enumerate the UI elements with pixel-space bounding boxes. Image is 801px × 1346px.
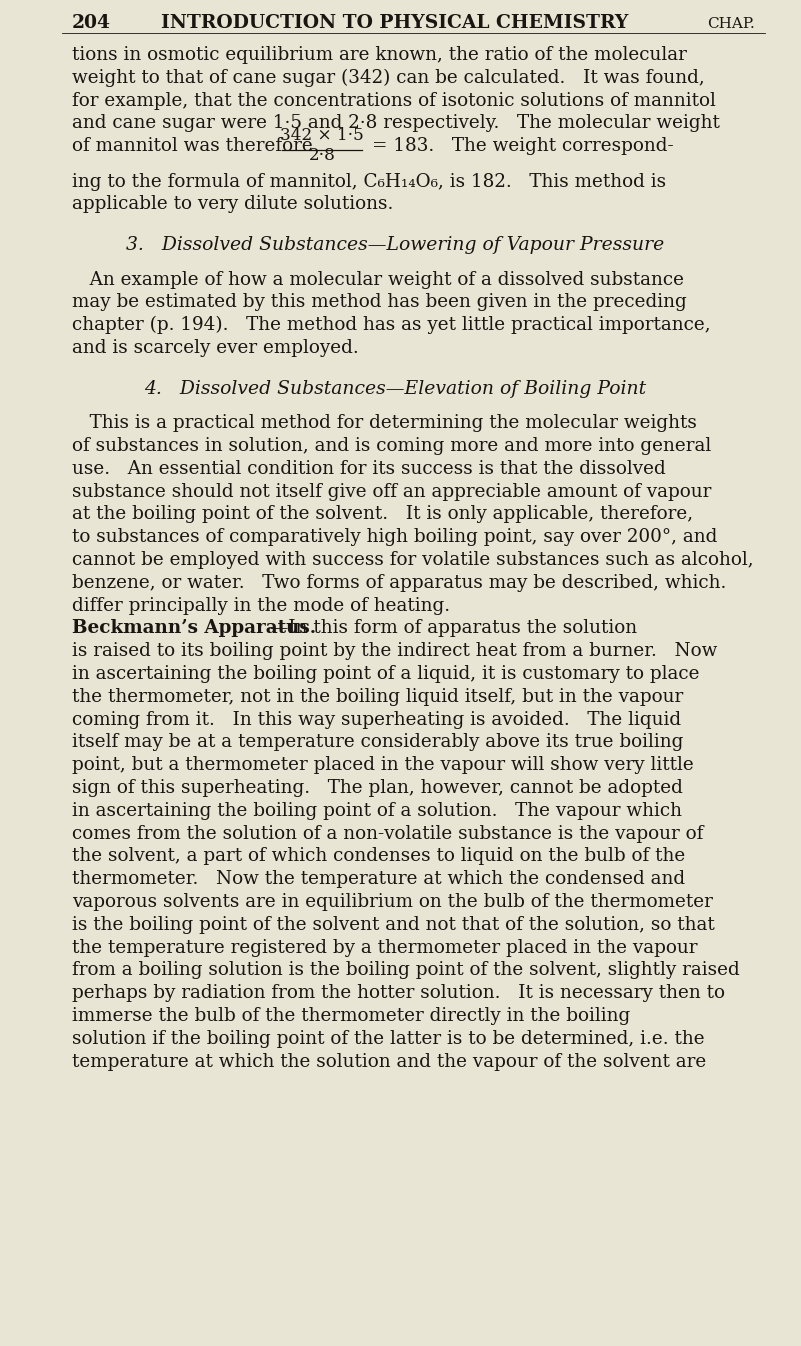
- Text: immerse the bulb of the thermometer directly in the boiling: immerse the bulb of the thermometer dire…: [72, 1007, 630, 1026]
- Text: 3.   Dissolved Substances—Lowering of Vapour Pressure: 3. Dissolved Substances—Lowering of Vapo…: [126, 237, 664, 254]
- Text: substance should not itself give off an appreciable amount of vapour: substance should not itself give off an …: [72, 483, 711, 501]
- Text: use.   An essential condition for its success is that the dissolved: use. An essential condition for its succ…: [72, 460, 666, 478]
- Text: chapter (p. 194).   The method has as yet little practical importance,: chapter (p. 194). The method has as yet …: [72, 316, 710, 334]
- Text: in ascertaining the boiling point of a liquid, it is customary to place: in ascertaining the boiling point of a l…: [72, 665, 699, 682]
- Text: comes from the solution of a non-volatile substance is the vapour of: comes from the solution of a non-volatil…: [72, 825, 703, 843]
- Text: and is scarcely ever employed.: and is scarcely ever employed.: [72, 339, 359, 357]
- Text: INTRODUCTION TO PHYSICAL CHEMISTRY: INTRODUCTION TO PHYSICAL CHEMISTRY: [161, 13, 629, 32]
- Text: and cane sugar were 1·5 and 2·8 respectively.   The molecular weight: and cane sugar were 1·5 and 2·8 respecti…: [72, 114, 720, 132]
- Text: temperature at which the solution and the vapour of the solvent are: temperature at which the solution and th…: [72, 1053, 706, 1070]
- Text: tions in osmotic equilibrium are known, the ratio of the molecular: tions in osmotic equilibrium are known, …: [72, 46, 687, 65]
- Text: for example, that the concentrations of isotonic solutions of mannitol: for example, that the concentrations of …: [72, 92, 716, 109]
- Text: vaporous solvents are in equilibrium on the bulb of the thermometer: vaporous solvents are in equilibrium on …: [72, 892, 713, 911]
- Text: CHAP.: CHAP.: [707, 17, 755, 31]
- Text: = 183.   The weight correspond-: = 183. The weight correspond-: [372, 137, 674, 155]
- Text: solution if the boiling point of the latter is to be determined, i.e. the: solution if the boiling point of the lat…: [72, 1030, 705, 1047]
- Text: cannot be employed with success for volatile substances such as alcohol,: cannot be employed with success for vola…: [72, 551, 754, 569]
- Text: is the boiling point of the solvent and not that of the solution, so that: is the boiling point of the solvent and …: [72, 915, 714, 934]
- Text: in ascertaining the boiling point of a solution.   The vapour which: in ascertaining the boiling point of a s…: [72, 802, 682, 820]
- Text: to substances of comparatively high boiling point, say over 200°, and: to substances of comparatively high boil…: [72, 528, 718, 546]
- Text: at the boiling point of the solvent.   It is only applicable, therefore,: at the boiling point of the solvent. It …: [72, 505, 693, 524]
- Text: from a boiling solution is the boiling point of the solvent, slightly raised: from a boiling solution is the boiling p…: [72, 961, 740, 980]
- Text: This is a practical method for determining the molecular weights: This is a practical method for determini…: [72, 415, 697, 432]
- Text: is raised to its boiling point by the indirect heat from a burner.   Now: is raised to its boiling point by the in…: [72, 642, 718, 661]
- Text: weight to that of cane sugar (342) can be calculated.   It was found,: weight to that of cane sugar (342) can b…: [72, 69, 705, 86]
- Text: the thermometer, not in the boiling liquid itself, but in the vapour: the thermometer, not in the boiling liqu…: [72, 688, 683, 705]
- Text: the temperature registered by a thermometer placed in the vapour: the temperature registered by a thermome…: [72, 938, 698, 957]
- Text: applicable to very dilute solutions.: applicable to very dilute solutions.: [72, 195, 393, 213]
- Text: sign of this superheating.   The plan, however, cannot be adopted: sign of this superheating. The plan, how…: [72, 779, 683, 797]
- Text: benzene, or water.   Two forms of apparatus may be described, which.: benzene, or water. Two forms of apparatu…: [72, 573, 727, 592]
- Text: point, but a thermometer placed in the vapour will show very little: point, but a thermometer placed in the v…: [72, 756, 694, 774]
- Text: 2·8: 2·8: [308, 147, 336, 164]
- Text: —In this form of apparatus the solution: —In this form of apparatus the solution: [269, 619, 637, 638]
- Text: differ principally in the mode of heating.: differ principally in the mode of heatin…: [72, 596, 450, 615]
- Text: Beckmann’s Apparatus.: Beckmann’s Apparatus.: [72, 619, 316, 638]
- Text: 4.   Dissolved Substances—Elevation of Boiling Point: 4. Dissolved Substances—Elevation of Boi…: [144, 380, 646, 398]
- Text: An example of how a molecular weight of a dissolved substance: An example of how a molecular weight of …: [72, 271, 684, 288]
- Text: of substances in solution, and is coming more and more into general: of substances in solution, and is coming…: [72, 437, 711, 455]
- Text: perhaps by radiation from the hotter solution.   It is necessary then to: perhaps by radiation from the hotter sol…: [72, 984, 725, 1003]
- Text: 204: 204: [72, 13, 111, 32]
- Text: coming from it.   In this way superheating is avoided.   The liquid: coming from it. In this way superheating…: [72, 711, 681, 728]
- Text: the solvent, a part of which condenses to liquid on the bulb of the: the solvent, a part of which condenses t…: [72, 848, 685, 865]
- Text: 342 × 1·5: 342 × 1·5: [280, 128, 364, 144]
- Text: thermometer.   Now the temperature at which the condensed and: thermometer. Now the temperature at whic…: [72, 871, 685, 888]
- Text: of mannitol was therefore: of mannitol was therefore: [72, 137, 312, 155]
- Text: may be estimated by this method has been given in the preceding: may be estimated by this method has been…: [72, 293, 686, 311]
- Text: itself may be at a temperature considerably above its true boiling: itself may be at a temperature considera…: [72, 734, 683, 751]
- Text: ing to the formula of mannitol, C₆H₁₄O₆, is 182.   This method is: ing to the formula of mannitol, C₆H₁₄O₆,…: [72, 172, 666, 191]
